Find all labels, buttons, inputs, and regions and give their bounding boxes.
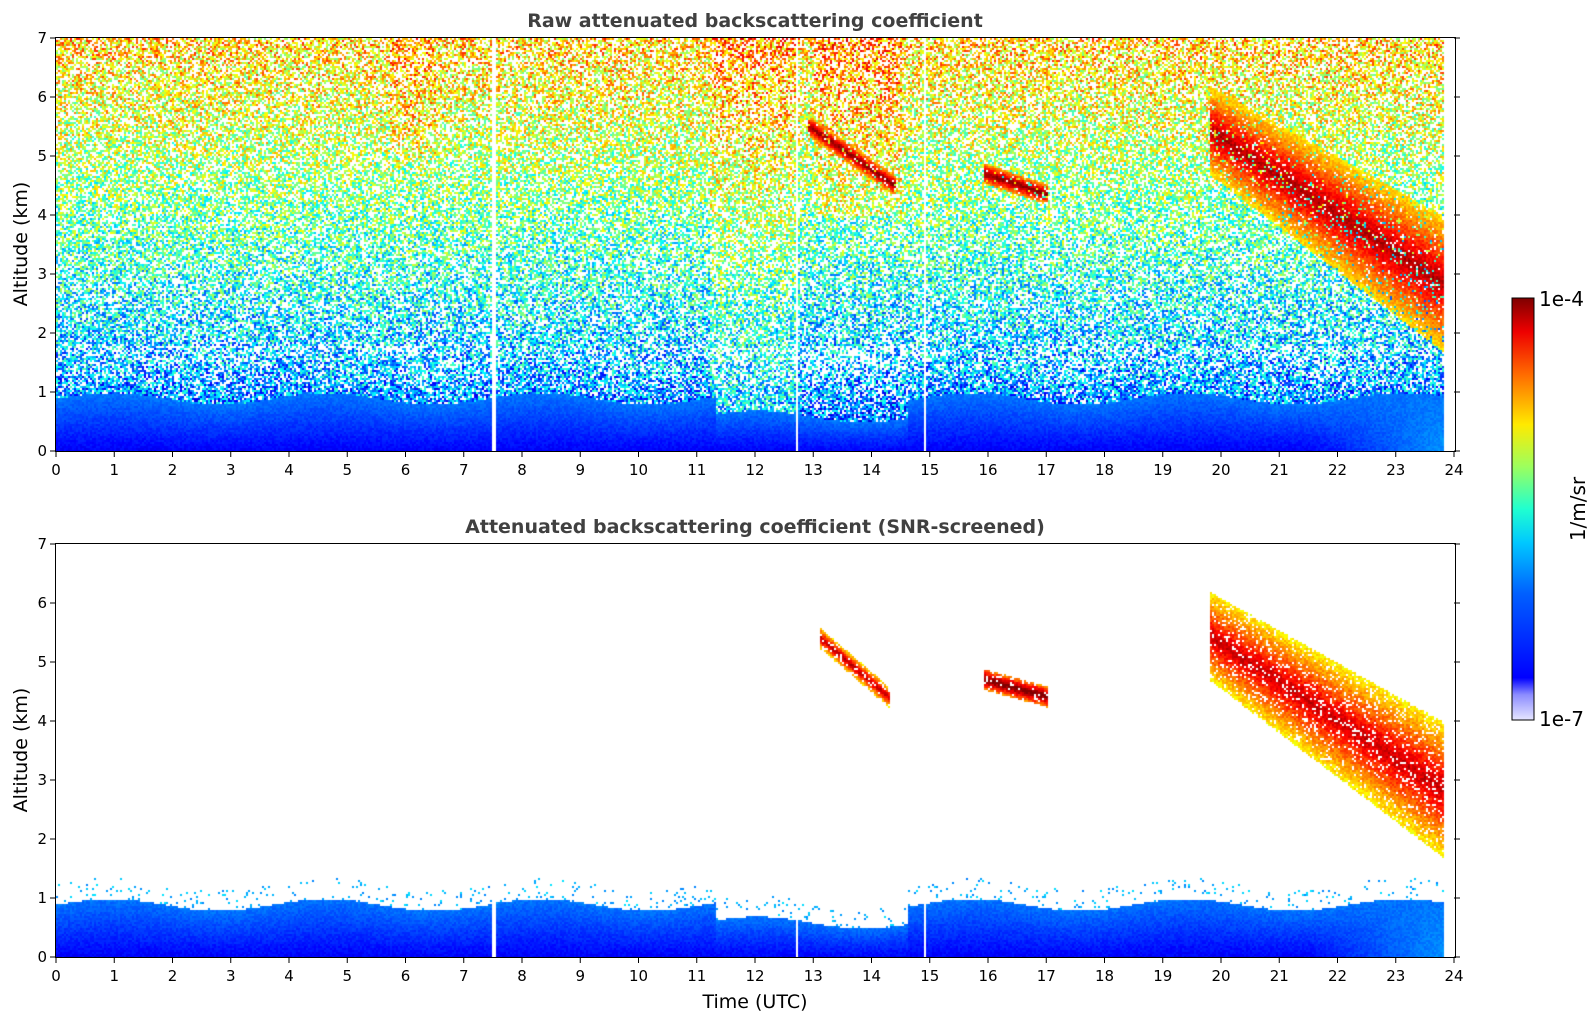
y-tick-label: 6 [37, 594, 47, 612]
panel-screened: Attenuated backscattering coefficient (S… [10, 516, 1464, 1013]
y-tick-label: 3 [37, 771, 47, 789]
x-tick-label: 17 [1037, 967, 1056, 985]
x-tick-label: 10 [629, 461, 648, 479]
plot-area [56, 38, 1454, 451]
x-tick-label: 13 [804, 461, 823, 479]
y-tick-label: 1 [37, 889, 47, 907]
x-tick-label: 1 [109, 461, 119, 479]
x-tick-label: 16 [978, 967, 997, 985]
y-tick-label: 5 [37, 653, 47, 671]
y-axis-label: Altitude (km) [10, 182, 32, 307]
x-tick-label: 16 [978, 461, 997, 479]
x-tick-label: 2 [168, 967, 178, 985]
colorbar-gradient [1511, 297, 1535, 721]
y-tick-label: 2 [37, 324, 47, 342]
y-tick-label: 4 [37, 712, 47, 730]
x-tick-label: 12 [745, 967, 764, 985]
y-tick-label: 1 [37, 383, 47, 401]
x-tick-label: 22 [1328, 967, 1347, 985]
x-tick-label: 1 [109, 967, 119, 985]
x-tick-label: 7 [459, 967, 469, 985]
x-tick-label: 15 [920, 461, 939, 479]
x-axis-label: Time (UTC) [701, 991, 807, 1013]
x-tick-label: 8 [517, 461, 527, 479]
y-axis-label: Altitude (km) [10, 688, 32, 813]
y-tick-label: 6 [37, 88, 47, 106]
x-tick-label: 18 [1095, 461, 1114, 479]
x-tick-label: 14 [862, 967, 881, 985]
x-tick-label: 19 [1153, 461, 1172, 479]
x-tick-label: 2 [168, 461, 178, 479]
x-tick-label: 22 [1328, 461, 1347, 479]
x-tick-label: 21 [1270, 461, 1289, 479]
x-tick-label: 10 [629, 967, 648, 985]
x-tick-label: 15 [920, 967, 939, 985]
panel-title: Attenuated backscattering coefficient (S… [465, 516, 1045, 538]
x-tick-label: 23 [1386, 967, 1405, 985]
x-tick-label: 8 [517, 967, 527, 985]
y-tick-label: 2 [37, 830, 47, 848]
x-tick-label: 21 [1270, 967, 1289, 985]
x-tick-label: 11 [687, 967, 706, 985]
colorbar-min-label: 1e-7 [1539, 707, 1584, 731]
x-tick-label: 6 [401, 461, 411, 479]
x-tick-label: 24 [1444, 967, 1463, 985]
axis-ticks: 0 1 2 3 4 5 6 7 8 9 10 11 12 13 14 15 16 17 18 19 20 21 22 23 24… [37, 29, 1463, 479]
y-tick-label: 4 [37, 206, 47, 224]
x-tick-label: 5 [342, 461, 352, 479]
x-tick-label: 0 [51, 967, 61, 985]
x-tick-label: 20 [1211, 461, 1230, 479]
y-tick-label: 7 [37, 29, 47, 47]
x-tick-label: 5 [342, 967, 352, 985]
y-tick-label: 0 [37, 948, 47, 966]
x-tick-label: 9 [575, 461, 585, 479]
plot-area [56, 544, 1454, 957]
x-tick-label: 3 [226, 967, 236, 985]
x-tick-label: 12 [745, 461, 764, 479]
x-tick-label: 13 [804, 967, 823, 985]
x-tick-label: 3 [226, 461, 236, 479]
x-tick-label: 24 [1444, 461, 1463, 479]
x-tick-label: 4 [284, 461, 294, 479]
x-tick-label: 4 [284, 967, 294, 985]
panel-title: Raw attenuated backscattering coefficien… [527, 10, 983, 32]
y-tick-label: 7 [37, 535, 47, 553]
x-tick-label: 14 [862, 461, 881, 479]
x-tick-label: 6 [401, 967, 411, 985]
x-tick-label: 11 [687, 461, 706, 479]
colorbar-max-label: 1e-4 [1539, 287, 1584, 311]
y-tick-label: 0 [37, 442, 47, 460]
x-tick-label: 7 [459, 461, 469, 479]
colorbar: 1e-4 1e-7 1/m/sr [1511, 287, 1590, 731]
x-tick-label: 0 [51, 461, 61, 479]
x-tick-label: 9 [575, 967, 585, 985]
x-tick-label: 20 [1211, 967, 1230, 985]
panel-raw: Raw attenuated backscattering coefficien… [10, 10, 1464, 479]
y-tick-label: 3 [37, 265, 47, 283]
y-tick-label: 5 [37, 147, 47, 165]
axis-ticks: 0 1 2 3 4 5 6 7 8 9 10 11 12 13 14 15 16 17 18 19 20 21 22 23 24… [37, 535, 1463, 985]
colorbar-label: 1/m/sr [1566, 476, 1590, 541]
x-tick-label: 18 [1095, 967, 1114, 985]
x-tick-label: 19 [1153, 967, 1172, 985]
x-tick-label: 23 [1386, 461, 1405, 479]
x-tick-label: 17 [1037, 461, 1056, 479]
